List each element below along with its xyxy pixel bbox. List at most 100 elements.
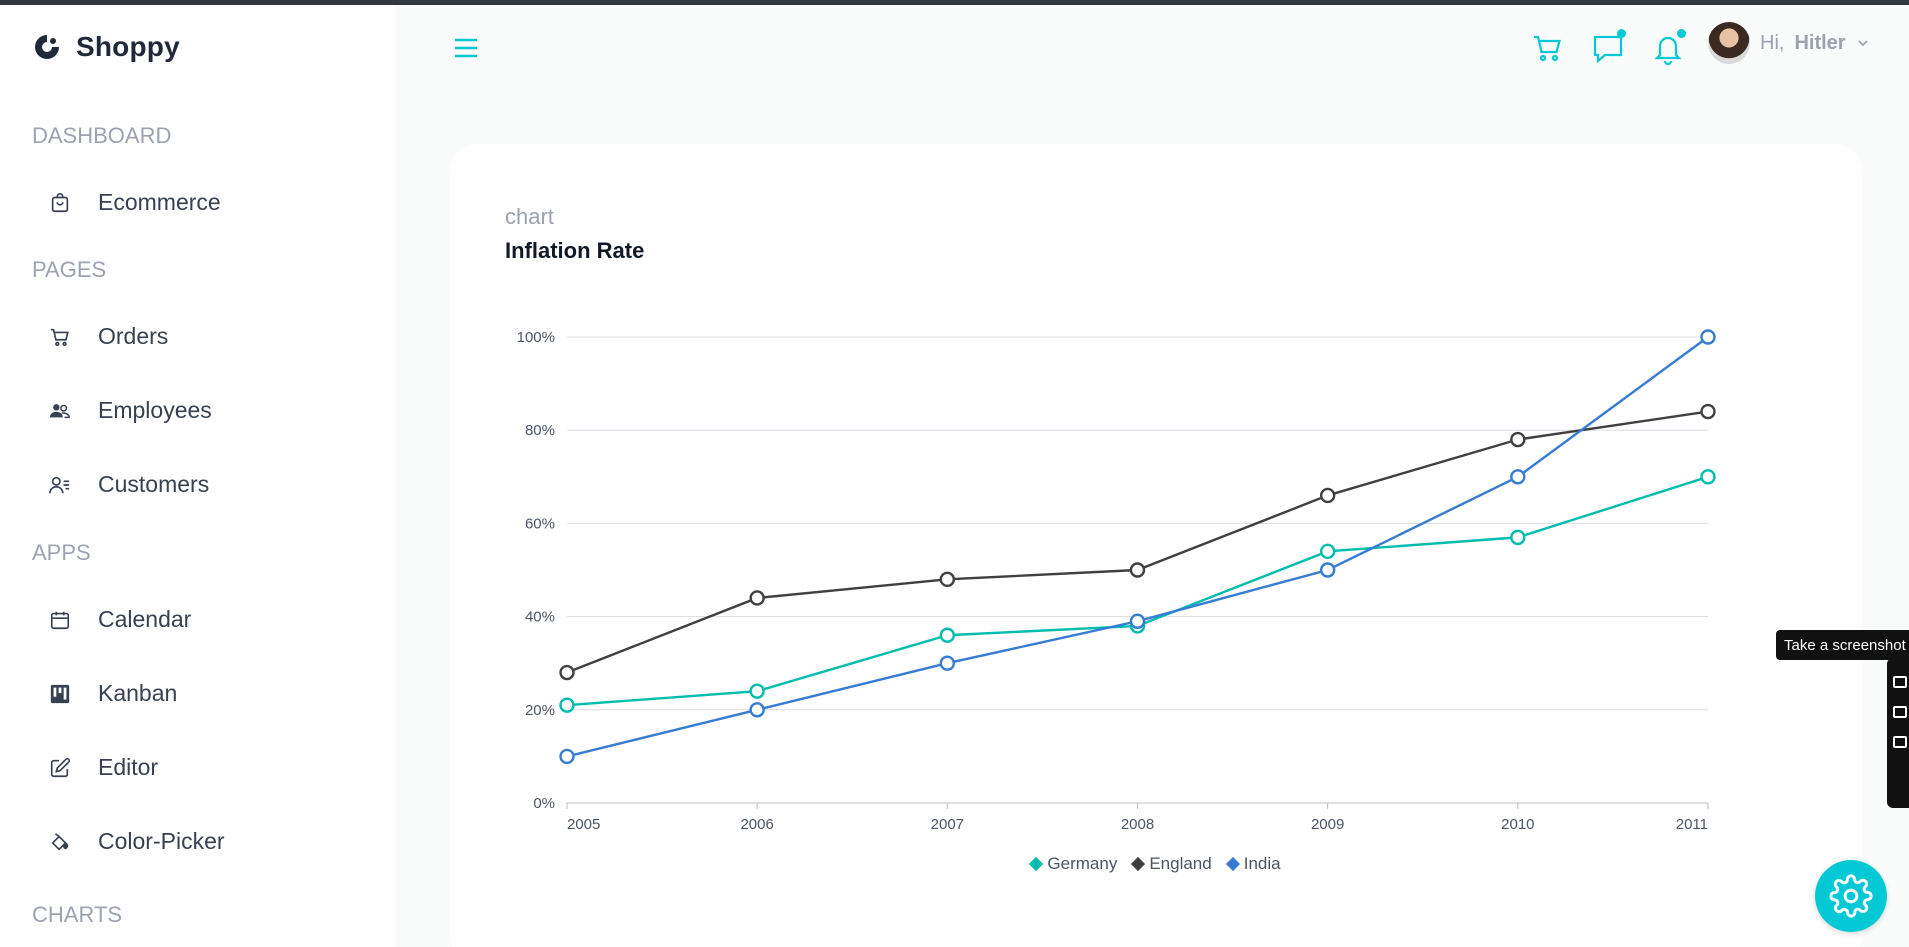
x-tick-label: 2009 [1311,816,1344,833]
brand[interactable]: Shoppy [32,31,180,63]
sidebar-item-label: Customers [98,471,210,497]
section-dashboard: DASHBOARD [32,123,172,148]
sidebar-item-customers[interactable]: Customers [48,471,209,498]
customers-icon [48,473,72,497]
x-tick-label: 2011 [1676,816,1708,833]
data-point-india [559,748,575,765]
legend-label: England [1149,854,1212,873]
sidebar-item-label: Kanban [98,680,178,706]
card-title: Inflation Rate [505,238,645,263]
avatar [1708,22,1750,64]
sidebar-item-label: Ecommerce [98,189,221,215]
sidebar-item-editor[interactable]: Editor [48,754,158,781]
data-point-india [1319,562,1336,578]
data-point-india [939,655,956,671]
x-tick-label: 2005 [567,816,600,833]
sidebar-item-label: Employees [98,397,212,423]
brand-name: Shoppy [76,31,180,62]
legend-label: Germany [1047,854,1118,873]
y-tick-label: 0% [533,795,555,812]
x-tick-label: 2006 [740,816,773,833]
sidebar-item-calendar[interactable]: Calendar [48,606,191,633]
legend-item-india[interactable]: India [1225,854,1281,874]
window-top-strip [0,0,1909,5]
paint-bucket-icon [48,830,72,854]
data-point-india [1510,469,1526,485]
data-point-germany [1510,529,1526,546]
kanban-icon [48,682,72,706]
data-point-england [749,590,765,606]
shoppy-logo-icon [35,35,59,59]
cart-icon [1534,35,1561,62]
sidebar-item-employees[interactable]: Employees [48,397,212,424]
section-apps: APPS [32,540,91,565]
sidebar-item-ecommerce[interactable]: Ecommerce [48,189,221,216]
data-point-england [1510,431,1526,448]
legend-marker [1131,856,1146,872]
data-point-england [939,571,956,588]
data-point-germany [1319,543,1336,560]
x-tick-label: 2008 [1121,816,1154,833]
legend-marker [1225,856,1240,872]
settings-button[interactable] [1815,860,1887,932]
notification-button[interactable] [1651,29,1686,66]
sidebar-item-label: Orders [98,323,169,349]
bell-notification-dot [1677,29,1686,38]
sidebar-item-color-picker[interactable]: Color-Picker [48,828,225,855]
chart-legend: Germany England India [450,854,1862,874]
chat-icon [1593,35,1623,64]
legend-marker [1029,856,1044,872]
screenshot-tooltip: Take a screenshot [1776,630,1909,660]
y-tick-label: 20% [525,702,555,719]
legend-item-germany[interactable]: Germany [1029,854,1118,874]
y-tick-label: 40% [525,609,555,626]
bell-icon [1654,36,1682,66]
cart-button[interactable] [1531,31,1565,65]
screenshot-toolbar[interactable] [1887,658,1909,808]
edit-icon [48,756,72,780]
inflation-line-chart: 0% 20% 40% 60% 80% 100% 2005 2006 2007 2008 2009 20… [517,329,1716,833]
sidebar-item-orders[interactable]: Orders [48,323,168,350]
sidebar-item-label: Color-Picker [98,828,225,854]
sidebar-item-label: Calendar [98,606,192,632]
sidebar: Shoppy DASHBOARD Ecommerce PAGES Orders … [0,5,395,947]
camera-icon[interactable] [1893,676,1907,688]
y-tick-label: 100% [517,329,555,346]
data-point-germany [939,627,956,643]
data-point-england [559,664,575,681]
x-tick-label: 2010 [1501,816,1534,833]
data-point-india [749,702,765,718]
sidebar-item-kanban[interactable]: Kanban [48,680,177,707]
window-icon[interactable] [1893,706,1907,718]
employees-icon [48,399,72,423]
calendar-icon [48,608,72,632]
user-profile[interactable]: Hi, Hitler [1708,22,1870,64]
data-point-germany [1700,469,1716,485]
section-pages: PAGES [32,257,107,282]
chart-card: chart Inflation Rate 0% 20% 40% 60% 80% 100% 2… [450,144,1862,947]
legend-item-england[interactable]: England [1131,854,1212,874]
section-charts: CHARTS [32,902,123,927]
cart-icon [48,325,72,349]
y-tick-label: 80% [525,422,555,439]
gear-icon [1829,874,1873,918]
chat-button[interactable] [1591,29,1626,65]
y-tick-label: 60% [525,515,555,532]
chat-notification-dot [1617,29,1626,38]
shopping-bag-icon [48,191,72,215]
data-point-england [1700,403,1716,420]
main-area: Hi, Hitler chart Inflation Rate 0% 20% 40%… [395,5,1909,947]
card-subtitle: chart [505,204,554,229]
x-tick-label: 2007 [931,816,964,833]
series-line-germany [566,475,1709,707]
sidebar-item-label: Editor [98,754,159,780]
hamburger-icon[interactable] [451,33,481,63]
data-point-india [1700,329,1716,345]
user-greeting: Hi, [1760,31,1785,54]
data-point-germany [559,697,575,713]
chevron-down-icon [1857,40,1868,47]
legend-label: India [1243,854,1281,873]
user-name: Hitler [1794,31,1846,54]
region-icon[interactable] [1893,736,1907,748]
data-point-india [1129,613,1146,629]
